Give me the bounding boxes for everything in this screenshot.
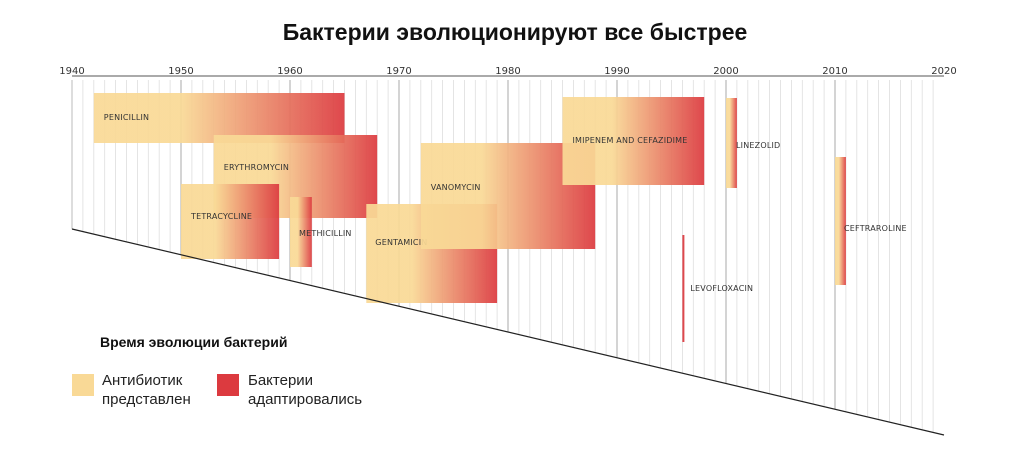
bar-levofloxacin bbox=[682, 235, 685, 342]
label-imipenem-and-cefazidime: IMIPENEM AND CEFAZIDIME bbox=[573, 136, 688, 145]
label-tetracycline: TETRACYCLINE bbox=[190, 212, 252, 221]
bar-imipenem-and-cefazidime bbox=[562, 97, 705, 185]
x-tick-label: 1970 bbox=[386, 66, 411, 77]
label-ceftraroline: CEFTRAROLINE bbox=[844, 224, 907, 233]
legend-title: Время эволюции бактерий bbox=[100, 334, 287, 350]
x-tick-label: 1960 bbox=[277, 66, 302, 77]
legend-label-introduced-line2: представлен bbox=[102, 391, 191, 408]
label-levofloxacin: LEVOFLOXACIN bbox=[690, 284, 753, 293]
antibiotic-bars: PENICILLIN ERYTHROMYCIN TETRACYCLINE METHIC… bbox=[93, 93, 907, 342]
legend-label-resisted-line1: Бактерии bbox=[248, 372, 313, 389]
label-penicillin: PENICILLIN bbox=[104, 113, 149, 122]
x-tick-label: 2020 bbox=[931, 66, 956, 77]
legend-label-introduced-line1: Антибиотик bbox=[102, 372, 183, 389]
x-tick-label: 2010 bbox=[822, 66, 847, 77]
label-vanomycin: VANOMYCIN bbox=[431, 183, 481, 192]
bar-tetracycline bbox=[181, 184, 280, 259]
bar-methicillin bbox=[290, 197, 312, 267]
legend-swatch-resisted bbox=[217, 374, 239, 396]
legend-label-resisted-line2: адаптировались bbox=[248, 391, 362, 408]
chart-title: Бактерии эволюционируют все быстрее bbox=[283, 19, 748, 45]
label-methicillin: METHICILLIN bbox=[299, 229, 352, 238]
legend-swatch-introduced bbox=[72, 374, 94, 396]
label-linezolid: LINEZOLID bbox=[736, 141, 780, 150]
bar-linezolid bbox=[726, 98, 737, 188]
label-erythromycin: ERYTHROMYCIN bbox=[224, 163, 289, 172]
label-gentamicin: GENTAMICIN bbox=[375, 238, 427, 247]
x-tick-label: 1980 bbox=[495, 66, 520, 77]
x-tick-label: 1950 bbox=[168, 66, 193, 77]
legend: Время эволюции бактерий Антибиотик предс… bbox=[72, 334, 362, 408]
x-tick-label: 2000 bbox=[713, 66, 738, 77]
timeline-axis: 1940 1950 1960 1970 1980 1990 2000 2010 2020 bbox=[59, 66, 957, 436]
bar-penicillin bbox=[93, 93, 345, 143]
x-tick-label: 1990 bbox=[604, 66, 629, 77]
x-tick-label: 1940 bbox=[59, 66, 84, 77]
diagonal-baseline bbox=[71, 228, 945, 436]
bar-ceftraroline bbox=[835, 157, 846, 285]
